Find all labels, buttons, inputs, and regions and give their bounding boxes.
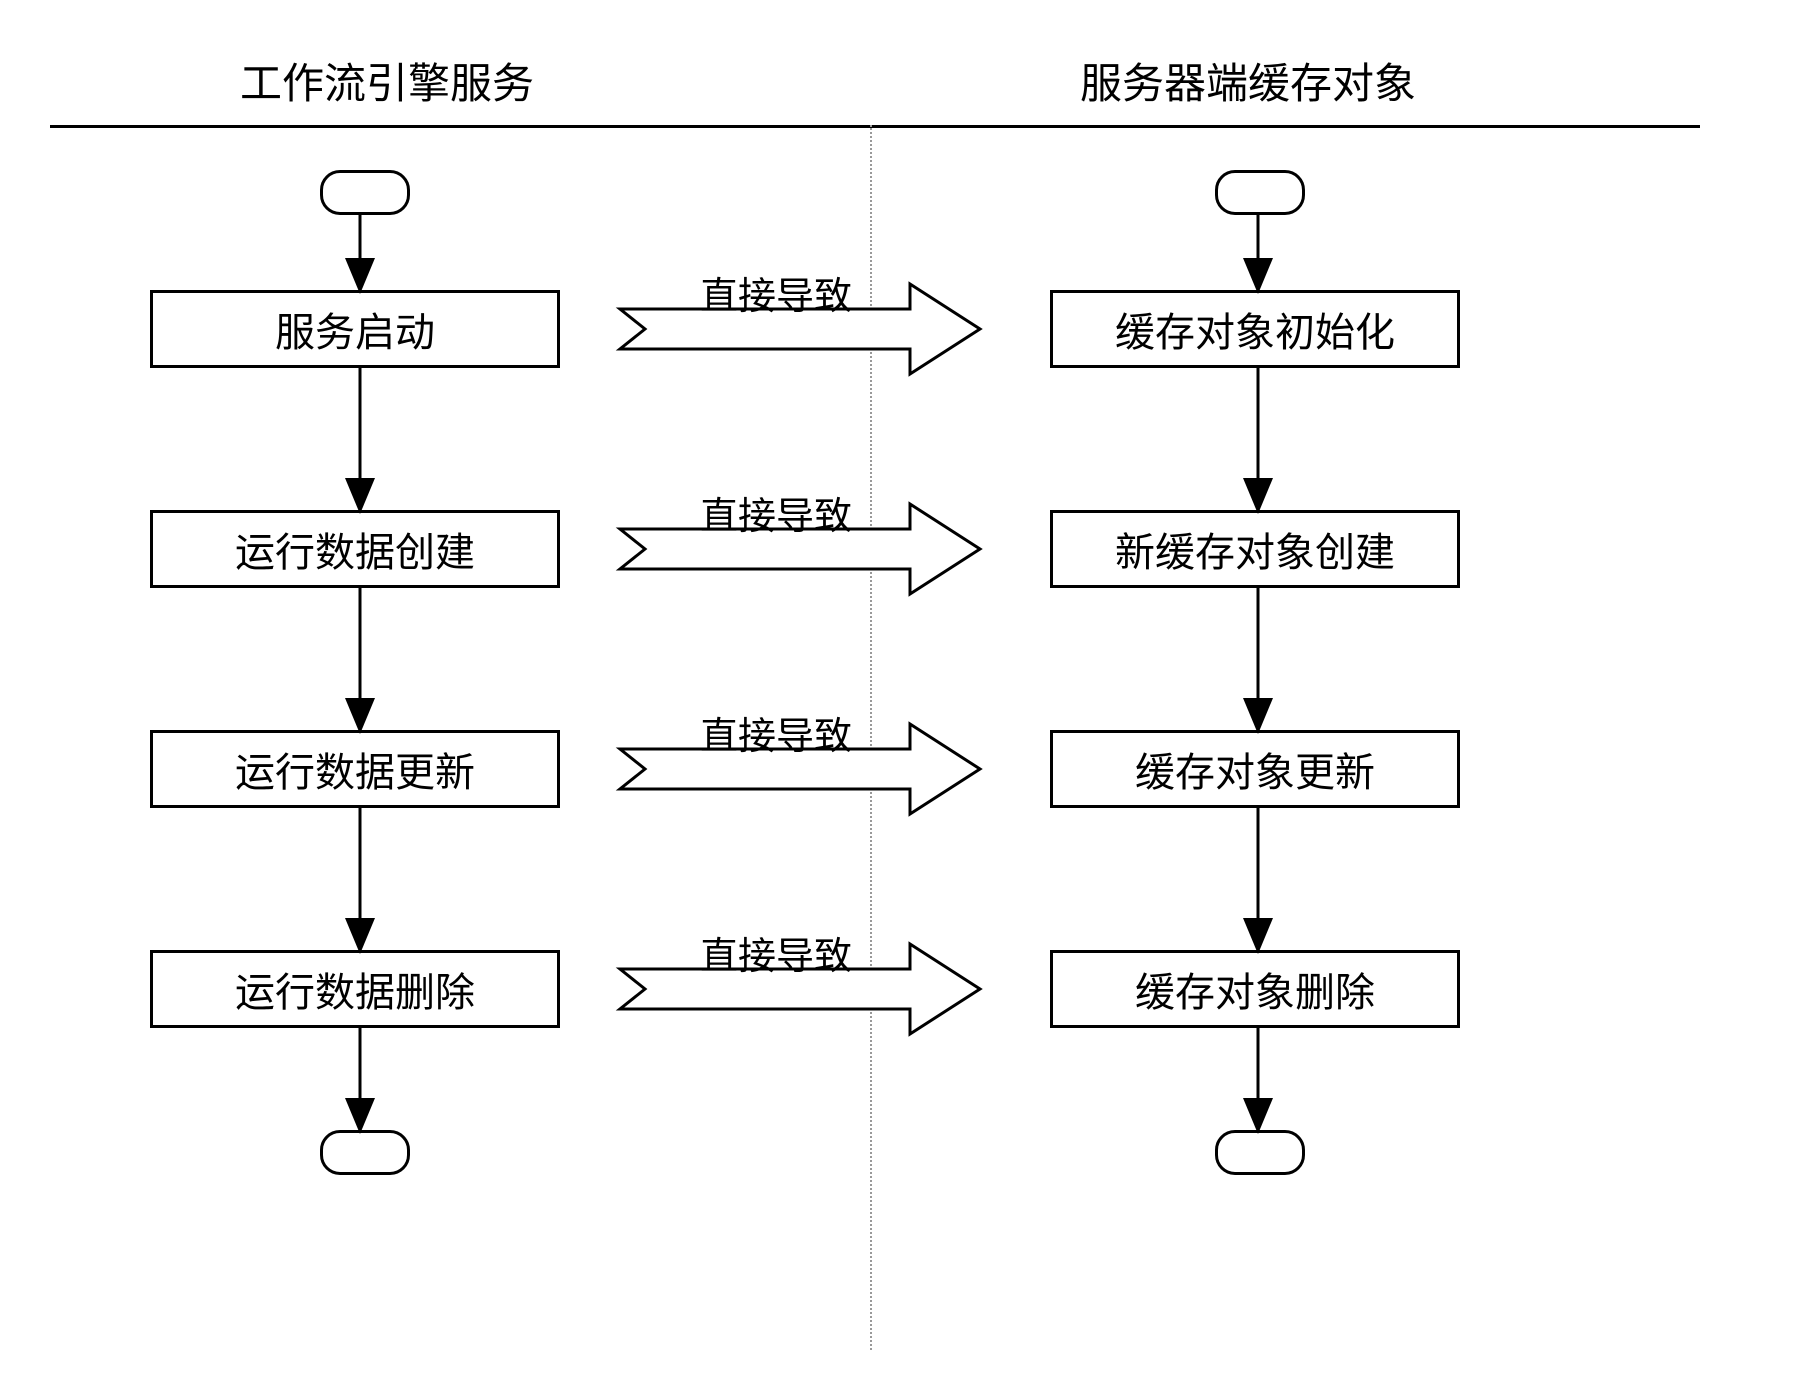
cross-arrow-label-3: 直接导致 [700,705,852,760]
diagram-container: 工作流引擎服务 服务器端缓存对象 服务启动 运行数据创建 运行数据更新 运行数据… [0,0,1800,1379]
cross-arrow-label-1: 直接导致 [700,265,852,320]
arrows-layer [0,0,1800,1379]
cross-arrow-label-4: 直接导致 [700,925,852,980]
cross-arrow-label-2: 直接导致 [700,485,852,540]
